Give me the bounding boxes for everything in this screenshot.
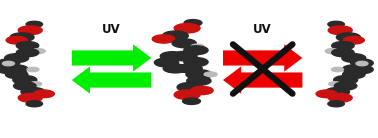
Circle shape: [184, 20, 202, 26]
Circle shape: [14, 82, 36, 90]
Circle shape: [0, 59, 20, 67]
Circle shape: [5, 65, 28, 73]
Circle shape: [332, 48, 354, 57]
Polygon shape: [223, 44, 302, 72]
Circle shape: [328, 93, 352, 102]
Circle shape: [332, 42, 354, 50]
Circle shape: [174, 90, 200, 99]
Circle shape: [183, 98, 200, 104]
Circle shape: [204, 72, 217, 77]
Circle shape: [5, 54, 29, 62]
Circle shape: [26, 101, 43, 107]
Circle shape: [13, 76, 37, 84]
Circle shape: [191, 86, 213, 95]
Circle shape: [184, 46, 208, 55]
Circle shape: [5, 70, 28, 79]
Circle shape: [334, 76, 358, 84]
Circle shape: [16, 48, 39, 57]
Polygon shape: [72, 66, 151, 94]
Circle shape: [328, 21, 344, 27]
Polygon shape: [223, 66, 302, 94]
Circle shape: [16, 42, 39, 50]
Circle shape: [0, 65, 20, 74]
Polygon shape: [72, 44, 151, 72]
Circle shape: [18, 93, 42, 102]
Circle shape: [32, 49, 45, 54]
Circle shape: [336, 33, 360, 42]
Circle shape: [316, 90, 337, 98]
Circle shape: [342, 54, 366, 62]
Circle shape: [172, 39, 196, 48]
Circle shape: [335, 82, 357, 90]
Circle shape: [152, 35, 175, 43]
Circle shape: [187, 76, 211, 85]
Circle shape: [177, 83, 203, 92]
Circle shape: [184, 58, 208, 67]
Circle shape: [351, 59, 373, 67]
Circle shape: [178, 64, 202, 73]
Circle shape: [163, 64, 187, 73]
Circle shape: [342, 70, 365, 79]
Circle shape: [18, 26, 42, 35]
Circle shape: [163, 31, 188, 40]
Circle shape: [10, 33, 34, 42]
Circle shape: [33, 90, 54, 98]
Circle shape: [3, 61, 14, 66]
Circle shape: [343, 36, 364, 44]
Circle shape: [186, 70, 212, 79]
Circle shape: [328, 26, 352, 35]
Circle shape: [154, 58, 179, 67]
Circle shape: [30, 82, 42, 86]
Circle shape: [332, 67, 344, 72]
Circle shape: [356, 61, 368, 66]
Circle shape: [325, 49, 339, 54]
Circle shape: [329, 82, 341, 86]
Circle shape: [174, 23, 200, 33]
Circle shape: [325, 87, 349, 96]
Circle shape: [21, 87, 45, 96]
Circle shape: [160, 52, 184, 61]
Circle shape: [191, 44, 204, 49]
Text: UV: UV: [102, 23, 121, 36]
Circle shape: [26, 21, 43, 27]
Circle shape: [328, 101, 344, 107]
Circle shape: [351, 65, 373, 74]
Circle shape: [6, 36, 27, 44]
Circle shape: [27, 67, 39, 72]
Circle shape: [342, 65, 365, 73]
Circle shape: [171, 51, 197, 61]
Text: UV: UV: [253, 23, 272, 36]
